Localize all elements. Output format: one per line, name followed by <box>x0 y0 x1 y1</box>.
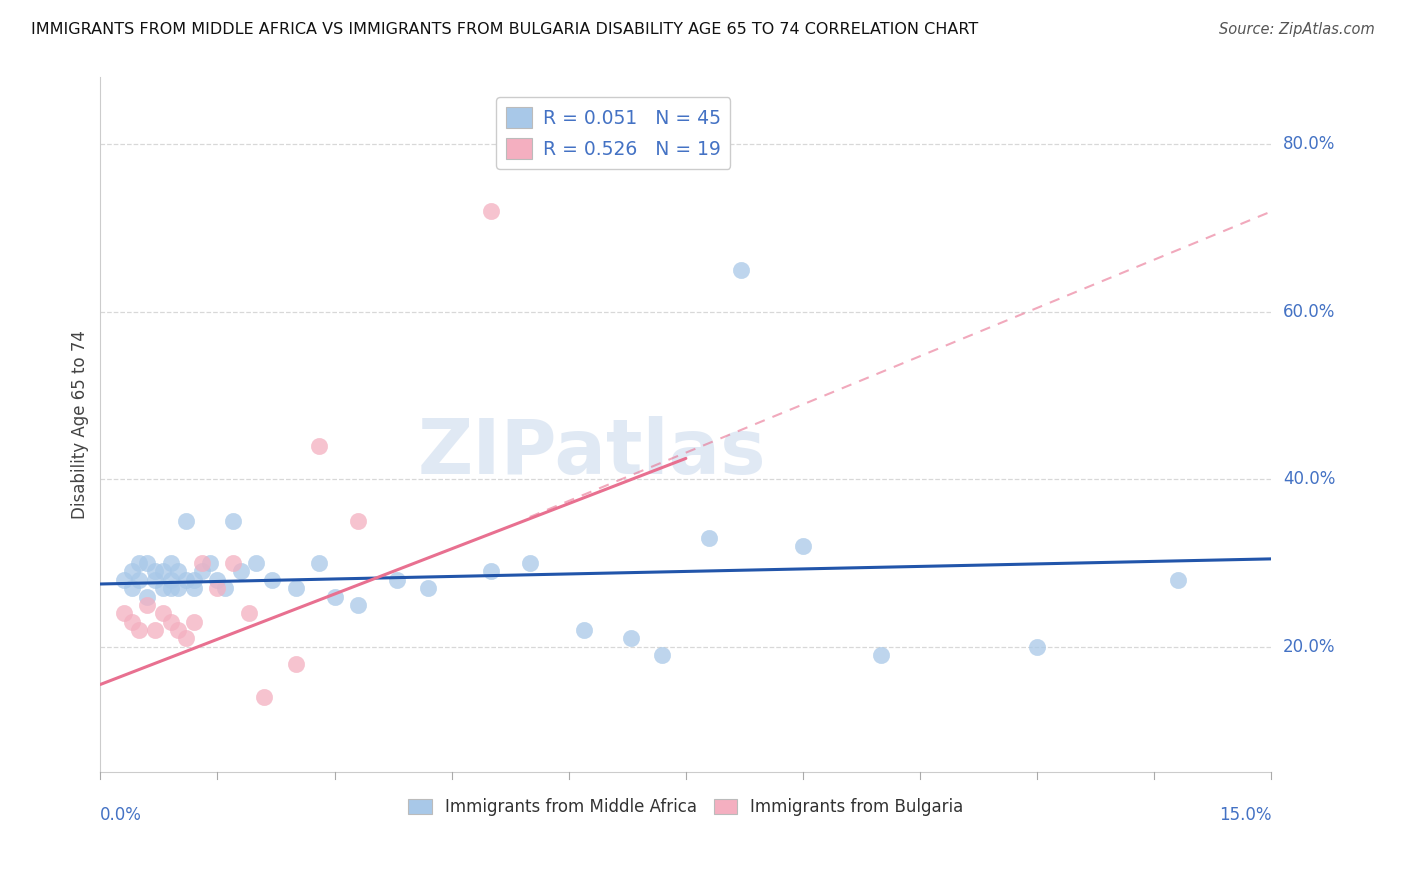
Point <box>651 648 673 662</box>
Point <box>143 565 166 579</box>
Point <box>238 607 260 621</box>
Point <box>519 556 541 570</box>
Point <box>136 590 159 604</box>
Text: 0.0%: 0.0% <box>100 805 142 824</box>
Point <box>385 573 408 587</box>
Point <box>347 598 370 612</box>
Text: IMMIGRANTS FROM MIDDLE AFRICA VS IMMIGRANTS FROM BULGARIA DISABILITY AGE 65 TO 7: IMMIGRANTS FROM MIDDLE AFRICA VS IMMIGRA… <box>31 22 979 37</box>
Point <box>245 556 267 570</box>
Point <box>143 573 166 587</box>
Point <box>159 581 181 595</box>
Y-axis label: Disability Age 65 to 74: Disability Age 65 to 74 <box>72 330 89 519</box>
Text: 80.0%: 80.0% <box>1284 136 1336 153</box>
Point <box>1167 573 1189 587</box>
Point <box>159 615 181 629</box>
Point <box>121 565 143 579</box>
Point <box>262 573 284 587</box>
Point <box>121 615 143 629</box>
Text: 20.0%: 20.0% <box>1284 638 1336 656</box>
Point <box>207 581 229 595</box>
Point <box>620 632 643 646</box>
Text: 60.0%: 60.0% <box>1284 303 1336 321</box>
Point <box>1026 640 1049 654</box>
Point <box>284 581 307 595</box>
Point <box>792 539 814 553</box>
Text: 15.0%: 15.0% <box>1219 805 1271 824</box>
Point <box>479 204 502 219</box>
Point <box>183 615 205 629</box>
Point <box>418 581 440 595</box>
Point <box>191 565 214 579</box>
Legend: Immigrants from Middle Africa, Immigrants from Bulgaria: Immigrants from Middle Africa, Immigrant… <box>402 792 970 823</box>
Point <box>136 556 159 570</box>
Point <box>347 514 370 528</box>
Point <box>183 581 205 595</box>
Point <box>152 607 174 621</box>
Point <box>167 581 190 595</box>
Point <box>152 581 174 595</box>
Point <box>174 514 197 528</box>
Point <box>174 632 197 646</box>
Point <box>136 598 159 612</box>
Point <box>198 556 221 570</box>
Point <box>730 263 752 277</box>
Point <box>323 590 346 604</box>
Point <box>112 607 135 621</box>
Point <box>121 581 143 595</box>
Point <box>167 623 190 637</box>
Point <box>207 573 229 587</box>
Point <box>128 623 150 637</box>
Point <box>308 556 330 570</box>
Point <box>229 565 252 579</box>
Point <box>697 531 720 545</box>
Point <box>112 573 135 587</box>
Point <box>214 581 236 595</box>
Point <box>479 565 502 579</box>
Point <box>574 623 596 637</box>
Point <box>253 690 276 704</box>
Point <box>222 514 245 528</box>
Point <box>159 556 181 570</box>
Text: 40.0%: 40.0% <box>1284 470 1336 488</box>
Point <box>174 573 197 587</box>
Text: ZIPatlas: ZIPatlas <box>418 416 766 490</box>
Point <box>143 623 166 637</box>
Point <box>183 573 205 587</box>
Point <box>152 565 174 579</box>
Point <box>284 657 307 671</box>
Point <box>870 648 893 662</box>
Point <box>128 556 150 570</box>
Point <box>128 573 150 587</box>
Point <box>167 565 190 579</box>
Point <box>308 439 330 453</box>
Point <box>222 556 245 570</box>
Point <box>159 573 181 587</box>
Point <box>191 556 214 570</box>
Text: Source: ZipAtlas.com: Source: ZipAtlas.com <box>1219 22 1375 37</box>
